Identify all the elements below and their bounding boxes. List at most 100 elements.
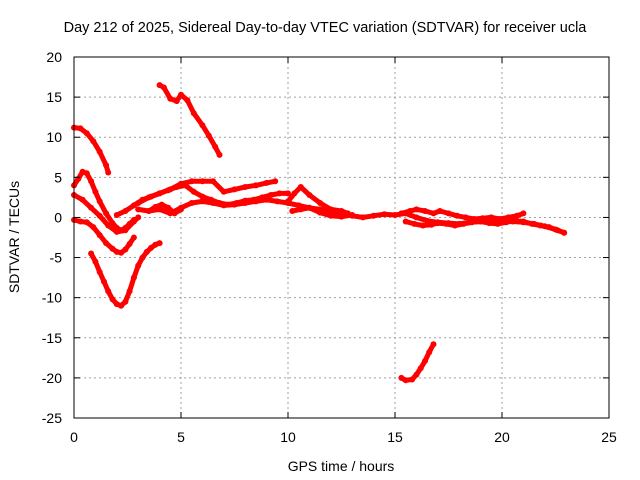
data-point — [210, 178, 217, 185]
y-tick-label: -10 — [42, 290, 62, 306]
data-point — [88, 204, 95, 211]
data-point — [231, 201, 238, 208]
data-point — [413, 206, 420, 213]
data-point — [451, 222, 458, 229]
data-point — [135, 214, 142, 221]
data-point — [199, 198, 206, 205]
data-point — [156, 240, 163, 247]
data-point — [297, 206, 304, 213]
data-point — [92, 188, 99, 195]
data-point — [83, 219, 90, 226]
data-point — [130, 218, 137, 225]
data-point — [413, 214, 420, 221]
data-point — [392, 212, 398, 218]
data-point — [494, 220, 501, 227]
data-point — [103, 162, 110, 169]
data-point — [428, 221, 435, 228]
x-tick-label: 5 — [177, 429, 185, 445]
data-point — [77, 125, 84, 132]
data-point — [105, 288, 112, 295]
data-point — [252, 198, 259, 205]
data-point — [338, 213, 345, 220]
data-point — [291, 190, 298, 197]
series-line-13 — [398, 206, 526, 222]
data-point — [83, 170, 90, 177]
data-point — [199, 193, 206, 200]
data-point — [199, 178, 206, 185]
data-point — [101, 278, 107, 285]
data-point — [285, 198, 291, 205]
data-point — [413, 371, 420, 378]
data-point — [402, 218, 409, 225]
data-point — [411, 220, 418, 227]
data-point — [122, 298, 129, 305]
data-point — [469, 219, 475, 226]
data-point — [212, 143, 219, 150]
data-point — [113, 228, 120, 235]
data-point — [135, 206, 142, 213]
data-point — [477, 218, 484, 225]
data-point — [454, 212, 461, 219]
data-point — [430, 210, 437, 217]
data-point — [109, 296, 116, 303]
data-point — [109, 245, 116, 252]
data-point — [145, 208, 152, 214]
data-point — [381, 211, 388, 218]
data-point — [561, 229, 568, 236]
data-point — [231, 186, 238, 193]
data-point — [92, 258, 99, 265]
y-tick-label: -25 — [42, 410, 62, 426]
data-point — [135, 262, 142, 269]
data-point — [96, 212, 103, 219]
y-tick-label: 15 — [46, 89, 62, 105]
data-point — [188, 200, 195, 206]
data-point — [419, 222, 426, 229]
data-point — [503, 219, 510, 226]
data-point — [96, 269, 103, 275]
x-tick-label: 25 — [601, 429, 617, 445]
data-point — [160, 84, 167, 91]
data-point — [546, 224, 553, 231]
data-point — [105, 222, 112, 229]
data-point — [96, 148, 103, 155]
data-point — [220, 202, 227, 209]
data-point — [242, 184, 249, 190]
data-point — [327, 212, 334, 219]
data-point — [96, 198, 103, 205]
data-point — [511, 217, 518, 224]
data-point — [145, 194, 152, 201]
data-point — [529, 220, 535, 227]
chart-title: Day 212 of 2025, Sidereal Day-to-day VTE… — [64, 20, 588, 36]
data-point — [135, 200, 142, 206]
data-point — [88, 250, 95, 257]
data-point — [338, 208, 345, 214]
data-point — [190, 188, 197, 195]
y-tick-label: 5 — [54, 169, 62, 185]
y-tick-label: -5 — [50, 250, 63, 266]
y-tick-label: -20 — [42, 370, 62, 386]
data-point — [75, 175, 82, 182]
data-point — [184, 97, 191, 104]
ticks-layer: 0 5 10 15 20 25 -25 -20 -15 -10 -5 0 5 10 15 20 — [42, 49, 617, 445]
data-point — [263, 179, 270, 186]
y-tick-label: -15 — [42, 330, 62, 346]
data-point — [398, 210, 405, 217]
data-point — [430, 341, 437, 348]
data-point — [90, 224, 97, 231]
data-point — [424, 217, 431, 224]
data-point — [349, 212, 356, 218]
data-point — [520, 210, 527, 217]
data-point — [152, 204, 159, 210]
data-point — [167, 186, 174, 193]
data-point — [173, 98, 180, 105]
data-point — [289, 208, 296, 214]
data-point — [118, 302, 125, 309]
data-point — [436, 208, 443, 214]
data-point — [105, 169, 112, 176]
x-tick-label: 20 — [494, 429, 510, 445]
data-point — [554, 227, 561, 234]
data-point — [83, 130, 90, 137]
data-point — [103, 210, 110, 217]
data-point — [165, 204, 172, 211]
data-point — [178, 91, 184, 98]
